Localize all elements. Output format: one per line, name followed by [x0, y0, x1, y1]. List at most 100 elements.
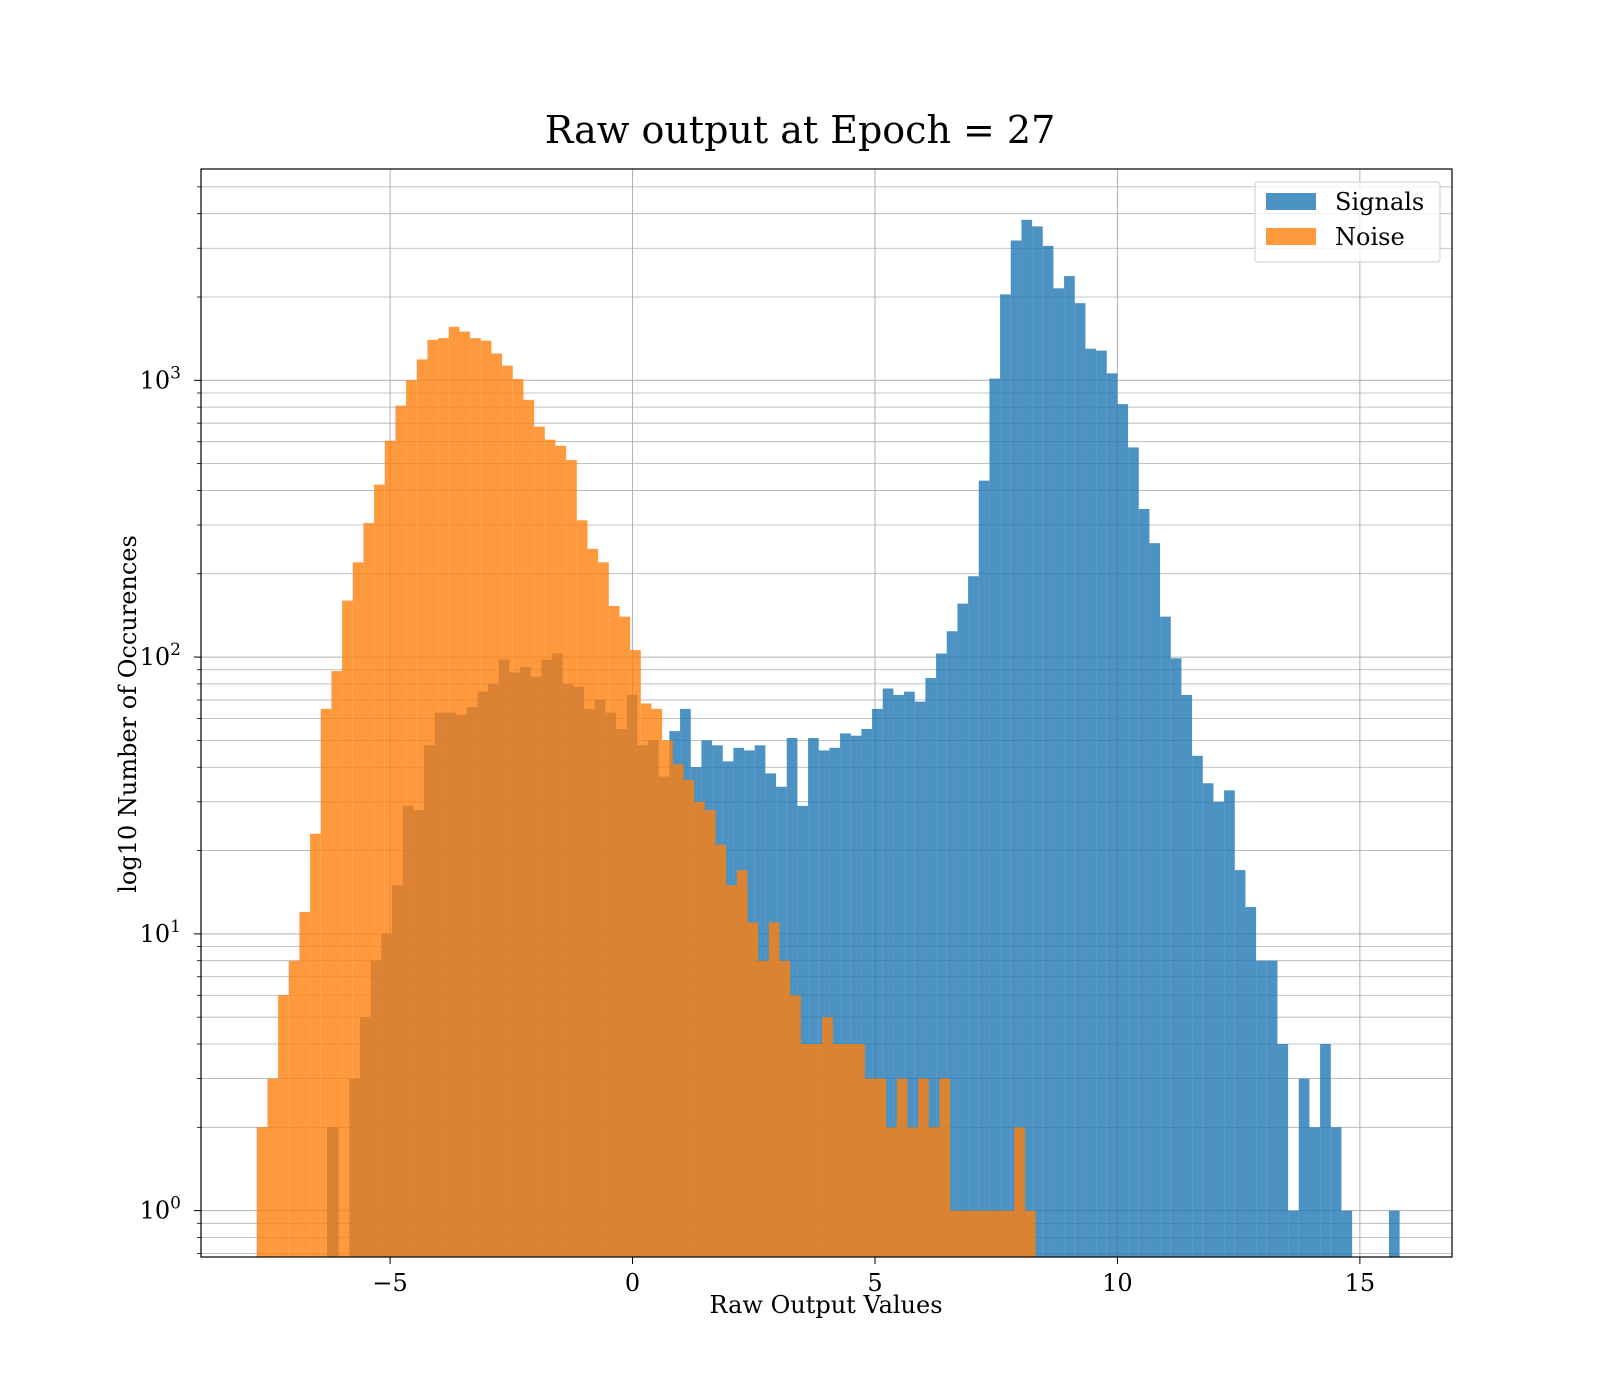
y-tick-label: 101	[140, 917, 181, 948]
histogram-bar-signals	[1320, 1044, 1331, 1257]
histogram-bar-signals	[1213, 801, 1225, 1257]
histogram-bar-noise	[694, 801, 705, 1257]
histogram-bar-signals	[1224, 790, 1235, 1257]
histogram-bar-signals	[1021, 219, 1033, 1257]
histogram-bar-noise	[608, 605, 620, 1257]
histogram-bar-signals	[872, 708, 883, 1257]
histogram-bar-noise	[864, 1078, 876, 1257]
histogram-bar-signals	[1117, 404, 1129, 1257]
y-tick-label: 100	[140, 1194, 181, 1225]
x-tick-label: −5	[372, 1269, 407, 1297]
histogram-bar-noise	[598, 562, 609, 1257]
histogram-bar-noise	[822, 1017, 833, 1257]
series-noise-bars	[256, 326, 1036, 1258]
histogram-bar-signals	[1042, 245, 1054, 1257]
histogram-bar-signals	[1388, 1210, 1400, 1257]
histogram-bar-noise	[800, 1044, 812, 1257]
histogram-bar-noise	[875, 1078, 887, 1257]
histogram-bar-noise	[896, 1078, 908, 1257]
histogram-bar-signals	[1064, 276, 1075, 1258]
histogram-bar-signals	[1106, 373, 1118, 1257]
histogram-bar-noise	[736, 870, 748, 1257]
legend-swatch-signals	[1266, 193, 1316, 210]
histogram-bar-signals	[1000, 294, 1011, 1258]
histogram-bar-noise	[928, 1127, 940, 1257]
histogram-bar-signals	[978, 480, 990, 1257]
histogram-bars	[256, 219, 1400, 1258]
histogram-bar-noise	[299, 911, 311, 1257]
histogram-bar-noise	[342, 600, 353, 1257]
histogram-bar-signals	[1245, 907, 1257, 1257]
histogram-bar-noise	[480, 340, 492, 1257]
x-tick-label: 15	[1345, 1269, 1376, 1297]
histogram-bar-noise	[843, 1044, 855, 1257]
histogram-bar-noise	[363, 523, 375, 1257]
histogram-bar-signals	[1234, 870, 1246, 1257]
histogram-bar-noise	[534, 426, 545, 1258]
legend-swatch-noise	[1266, 228, 1316, 245]
y-tick-label: 103	[140, 363, 181, 394]
histogram-bar-noise	[406, 380, 417, 1257]
histogram-bar-noise	[619, 616, 631, 1257]
histogram-bar-signals	[936, 653, 947, 1257]
histogram-bar-noise	[907, 1127, 919, 1257]
histogram-bar-signals	[1053, 288, 1065, 1257]
histogram-bar-noise	[395, 405, 407, 1257]
histogram-bar-noise	[790, 995, 801, 1257]
y-axis-label: log10 Number of Occurences	[114, 535, 142, 893]
histogram-bar-signals	[1138, 508, 1150, 1257]
y-axis-ticks: 100 101 102 103	[140, 186, 201, 1254]
x-axis-ticks: −5 0 5 10 15	[372, 1257, 1375, 1297]
histogram-bar-signals	[1128, 447, 1139, 1257]
histogram-bar-noise	[726, 885, 737, 1257]
histogram-bar-signals	[861, 728, 873, 1257]
histogram-bar-noise	[566, 460, 577, 1258]
histogram-bar-noise	[640, 703, 652, 1257]
histogram-bar-noise	[939, 1078, 951, 1257]
histogram-bar-noise	[832, 1044, 844, 1257]
histogram-bar-noise	[352, 562, 364, 1257]
histogram-bar-noise	[374, 484, 385, 1257]
histogram-bar-noise	[1014, 1127, 1025, 1257]
histogram-bar-signals	[1096, 350, 1107, 1257]
histogram-bar-signals	[808, 738, 819, 1257]
histogram-bar-signals	[840, 733, 851, 1257]
plot-frame	[200, 168, 1453, 1258]
histogram-bar-noise	[459, 331, 471, 1257]
histogram-bar-noise	[982, 1210, 993, 1257]
histogram-bar-noise	[331, 671, 343, 1257]
histogram-bar-signals	[1149, 543, 1161, 1257]
legend-label-noise: Noise	[1335, 223, 1405, 251]
histogram-bar-signals	[1170, 658, 1182, 1257]
histogram-bar-noise	[448, 326, 460, 1257]
legend: Signals Noise	[1254, 181, 1441, 263]
histogram-bar-noise	[310, 833, 321, 1257]
histogram-bar-noise	[662, 740, 673, 1257]
histogram-bar-noise	[523, 399, 535, 1258]
histogram-bar-noise	[438, 338, 449, 1258]
histogram-bar-noise	[427, 339, 439, 1257]
histogram-bar-noise	[651, 708, 663, 1257]
histogram-bar-noise	[715, 844, 727, 1257]
histogram-bar-noise	[854, 1044, 865, 1257]
histogram-bar-noise	[758, 960, 769, 1257]
chart-title: Raw output at Epoch = 27	[545, 108, 1056, 152]
histogram-bar-signals	[1085, 348, 1097, 1257]
histogram-bar-signals	[1341, 1210, 1353, 1257]
histogram-bar-signals	[1010, 240, 1022, 1257]
histogram-bar-signals	[914, 701, 926, 1257]
histogram-bar-noise	[886, 1127, 897, 1257]
histogram-bar-noise	[512, 379, 524, 1257]
histogram-bar-noise	[491, 353, 503, 1257]
histogram-bar-noise	[384, 440, 396, 1257]
histogram-bar-signals	[1032, 226, 1043, 1257]
histogram-bar-noise	[779, 960, 791, 1257]
histogram-bar-noise	[971, 1210, 983, 1257]
histogram-bar-signals	[904, 691, 915, 1257]
histogram-bar-signals	[1192, 755, 1203, 1257]
histogram-bar-signals	[1074, 303, 1086, 1257]
histogram-bar-signals	[989, 378, 1001, 1257]
histogram-bar-signals	[1298, 1078, 1310, 1257]
histogram-bar-noise	[811, 1044, 823, 1257]
histogram-bar-noise	[544, 439, 556, 1258]
